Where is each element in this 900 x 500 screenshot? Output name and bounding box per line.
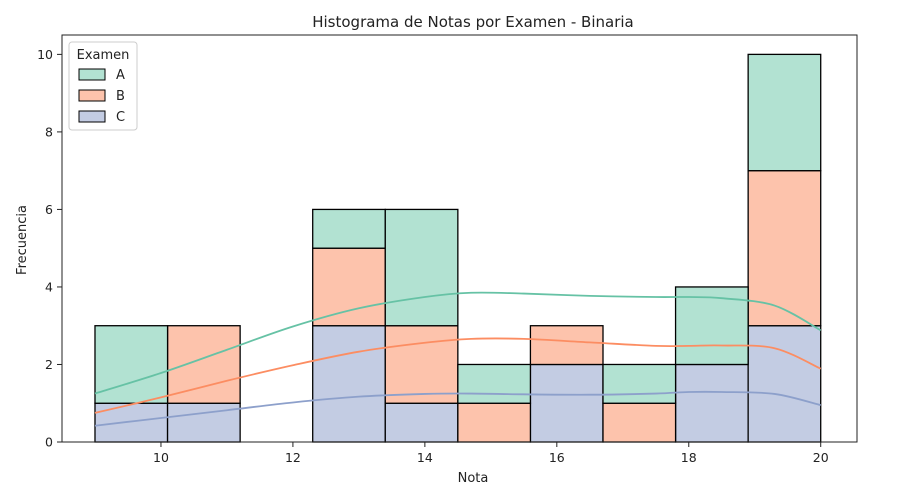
x-tick-label: 10 <box>153 450 169 465</box>
bar-C-9 <box>747 325 822 443</box>
x-axis: 10 12 14 16 18 20 <box>153 442 829 465</box>
y-tick-label: 10 <box>37 47 53 62</box>
bars-layer <box>94 53 822 443</box>
y-tick-label: 6 <box>45 202 53 217</box>
legend-label-C: C <box>116 110 125 125</box>
y-tick-label: 0 <box>45 435 53 450</box>
legend-swatch-C <box>78 110 106 123</box>
bar-B-5 <box>457 402 532 443</box>
bar-B-6 <box>529 325 604 366</box>
bar-A-3 <box>312 208 386 249</box>
y-tick-label: 2 <box>45 357 53 372</box>
bar-A-4 <box>384 208 459 327</box>
bar-C-6 <box>529 363 604 443</box>
x-tick-label: 16 <box>549 450 565 465</box>
legend-box <box>68 41 138 131</box>
kde-line-C <box>94 390 821 427</box>
bar-B-9 <box>747 170 822 327</box>
x-axis-label: Nota <box>458 471 489 486</box>
plot-frame <box>61 34 858 443</box>
bar-A-5 <box>457 363 532 404</box>
kde-line-A <box>94 291 822 395</box>
bar-C-8 <box>674 363 749 443</box>
kde-line-B <box>94 337 822 414</box>
legend-label-A: A <box>116 68 125 83</box>
bar-C-0 <box>94 402 169 443</box>
legend-title: Examen <box>77 48 130 63</box>
y-tick-label: 8 <box>45 124 53 139</box>
bar-B-4 <box>384 325 459 404</box>
bar-B-7 <box>602 402 677 443</box>
bar-C-3 <box>312 325 386 443</box>
bar-A-8 <box>674 286 749 366</box>
x-tick-label: 14 <box>417 450 433 465</box>
bar-A-7 <box>602 363 677 404</box>
bar-A-0 <box>94 325 169 404</box>
x-tick-label: 12 <box>285 450 301 465</box>
bar-B-1 <box>166 325 241 404</box>
bar-A-9 <box>747 53 822 172</box>
kde-layer <box>94 291 822 427</box>
bar-C-4 <box>384 402 459 443</box>
y-tick-label: 4 <box>45 279 53 294</box>
x-tick-label: 18 <box>681 450 697 465</box>
y-axis-label: Frecuencia <box>15 205 30 275</box>
legend-label-B: B <box>116 89 125 104</box>
x-tick-label: 20 <box>813 450 829 465</box>
legend: Examen ABC <box>68 41 138 131</box>
legend-swatch-A <box>78 68 106 81</box>
y-axis: 0 2 4 6 8 10 <box>37 47 62 450</box>
chart-title: Histograma de Notas por Examen - Binaria <box>312 13 634 31</box>
legend-swatch-B <box>78 89 106 102</box>
bar-B-3 <box>312 247 386 327</box>
